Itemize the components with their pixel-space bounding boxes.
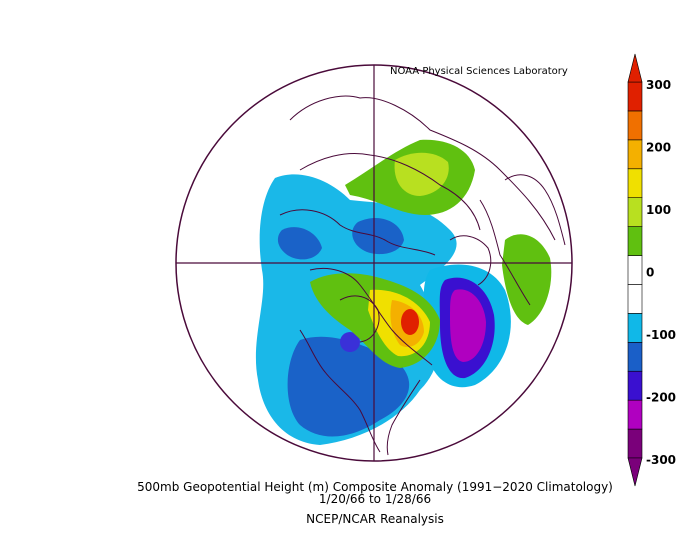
colorbar: 300 200 100 0 -100 -200 -300 [627,53,676,487]
colorbar-swatch [627,197,643,227]
negative-anomaly-atlantic-core [450,289,486,362]
colorbar-tick-label: 100 [646,203,671,217]
positive-anomaly-peak [401,309,419,335]
colorbar-swatch [627,139,643,170]
negative-anomaly-arctic [352,218,404,255]
colorbar-tick-label: 0 [646,265,654,279]
colorbar-swatch [627,342,643,372]
negative-anomaly-west [277,227,322,260]
colorbar-swatch [627,168,643,198]
coastlines [279,95,566,456]
colorbar-swatch [627,255,643,285]
colorbar-swatch [627,428,643,459]
colorbar-swatch [627,81,643,112]
negative-anomaly-center [340,332,360,352]
colorbar-max-arrow [627,53,643,83]
anomaly-shading [255,139,552,445]
positive-anomaly-siberia-core [394,152,449,196]
positive-anomaly-europe [502,234,552,325]
colorbar-tick-label: 200 [646,140,671,154]
colorbar-swatch [627,226,643,256]
credit-text: NOAA Physical Sciences Laboratory [390,66,568,77]
colorbar-tick-label: -100 [646,328,676,342]
colorbar-min-arrow [627,457,643,487]
colorbar-swatch [627,370,643,401]
caption-line-3: NCEP/NCAR Reanalysis [306,512,444,526]
colorbar-swatch [627,313,643,343]
caption-line-2: 1/20/66 to 1/28/66 [318,492,432,506]
colorbar-tick-label: -300 [646,453,676,467]
colorbar-swatch [627,110,643,141]
caption-line-1: 500mb Geopotential Height (m) Composite … [137,480,613,494]
colorbar-tick-label: 300 [646,78,671,92]
colorbar-tick-label: -200 [646,390,676,404]
colorbar-swatch [627,284,643,314]
colorbar-swatch [627,399,643,430]
